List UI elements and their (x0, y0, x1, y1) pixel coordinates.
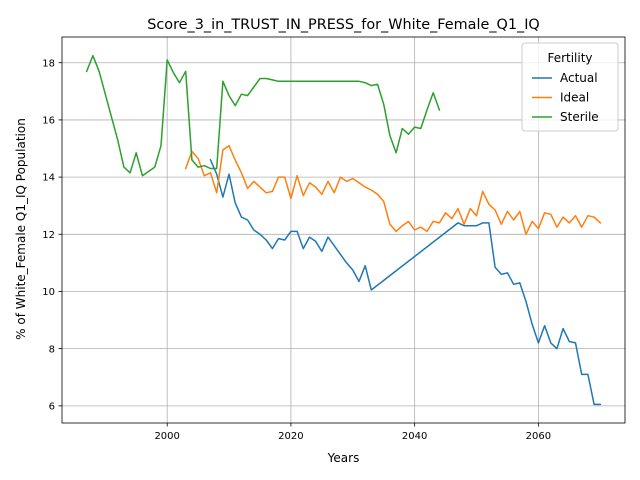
legend-frame (521, 42, 619, 132)
x-axis-label: Years (327, 451, 360, 465)
x-tick-label: 2040 (402, 431, 427, 442)
y-axis-label: % of White_Female Q1_IQ Population (14, 118, 28, 340)
legend-label-ideal: Ideal (560, 91, 589, 105)
legend-label-sterile: Sterile (560, 110, 599, 124)
legend-entries: Actual Ideal Sterile (532, 71, 599, 124)
series-line-ideal (184, 144, 602, 236)
y-tick-label: 16 (42, 116, 55, 127)
series-line-actual (209, 158, 602, 406)
legend: Fertility Actual Ideal Sterile (521, 42, 619, 132)
y-axis: 6 8 10 12 14 16 18 (42, 58, 62, 412)
y-tick-label: 8 (49, 344, 55, 355)
series-line-sterile (85, 54, 441, 177)
x-tick-label: 2060 (526, 431, 551, 442)
x-axis: 2000 2020 2040 2060 (154, 423, 551, 442)
y-tick-label: 12 (42, 230, 55, 241)
series-layer (85, 54, 602, 406)
y-tick-label: 18 (42, 58, 55, 69)
y-tick-label: 14 (42, 173, 55, 184)
chart-title: Score_3_in_TRUST_IN_PRESS_for_White_Fema… (147, 17, 540, 33)
y-tick-label: 6 (49, 401, 55, 412)
y-tick-label: 10 (42, 287, 55, 298)
x-tick-label: 2000 (154, 431, 179, 442)
legend-title: Fertility (547, 51, 592, 65)
plot-frame (61, 36, 626, 424)
legend-label-actual: Actual (560, 71, 598, 85)
x-tick-label: 2020 (278, 431, 303, 442)
